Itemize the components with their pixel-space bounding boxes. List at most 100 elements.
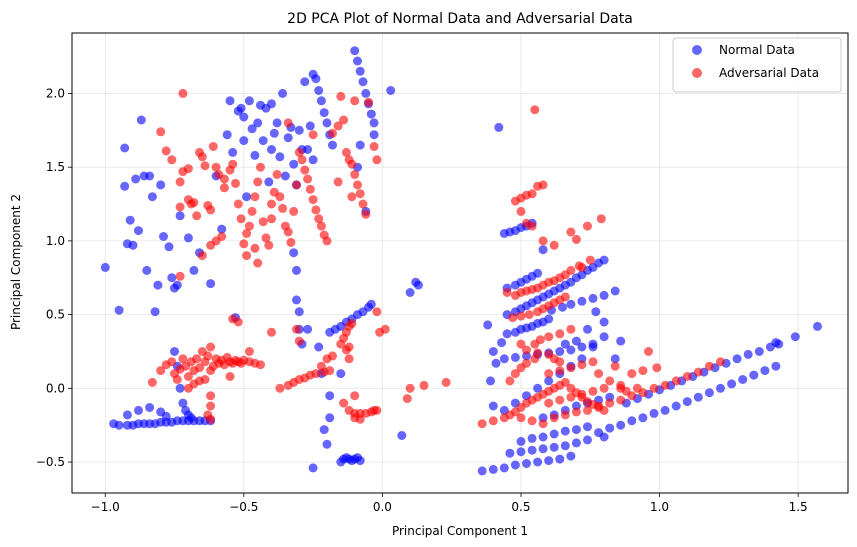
normal-data-point	[813, 321, 822, 331]
adversarial-data-point	[192, 354, 202, 364]
normal-data-point	[289, 248, 299, 258]
adversarial-data-point	[247, 206, 257, 216]
adversarial-data-point	[588, 386, 598, 396]
adversarial-data-point	[292, 324, 301, 334]
adversarial-data-point	[616, 395, 626, 405]
normal-data-point	[267, 99, 276, 109]
adversarial-data-point	[599, 383, 609, 393]
adversarial-data-point	[671, 376, 681, 386]
normal-data-point	[217, 224, 227, 234]
adversarial-data-point	[172, 375, 182, 384]
adversarial-data-point	[303, 174, 313, 184]
adversarial-data-point	[488, 416, 498, 426]
adversarial-data-point	[588, 357, 598, 367]
adversarial-data-point	[555, 366, 565, 376]
adversarial-data-point	[250, 243, 260, 253]
adversarial-data-point	[372, 155, 382, 165]
adversarial-data-point	[211, 162, 221, 172]
adversarial-data-point	[538, 236, 548, 246]
normal-data-point	[743, 349, 753, 359]
normal-data-point	[566, 451, 576, 461]
normal-data-point	[314, 342, 324, 352]
normal-data-point	[638, 413, 648, 423]
legend-label-normal: Normal Data	[719, 43, 795, 57]
adversarial-data-point	[283, 227, 293, 237]
normal-data-point	[671, 401, 681, 411]
normal-data-point	[599, 255, 609, 265]
normal-data-point	[228, 147, 238, 157]
adversarial-data-point	[516, 206, 526, 216]
x-tick-label: 1.5	[789, 500, 808, 514]
normal-data-point	[738, 375, 748, 384]
normal-data-point	[355, 456, 365, 466]
normal-data-point	[605, 423, 615, 433]
normal-data-point	[716, 383, 725, 393]
normal-data-point	[583, 435, 592, 445]
adversarial-data-point	[156, 366, 166, 376]
normal-data-point	[314, 86, 324, 95]
adversarial-data-point	[341, 345, 351, 355]
normal-data-point	[771, 361, 781, 371]
normal-data-point	[727, 379, 737, 389]
adversarial-data-point	[560, 410, 570, 420]
normal-data-point	[754, 347, 764, 356]
adversarial-data-point	[322, 236, 332, 246]
normal-data-point	[278, 88, 288, 98]
normal-data-point	[134, 405, 143, 415]
normal-data-point	[336, 369, 346, 379]
normal-data-point	[272, 118, 282, 128]
x-axis-label: Principal Component 1	[392, 524, 528, 538]
normal-data-point	[533, 383, 543, 393]
x-tick-label: −0.5	[229, 500, 258, 514]
normal-data-point	[533, 457, 543, 467]
normal-data-point	[250, 150, 260, 160]
normal-data-point	[125, 215, 135, 225]
adversarial-data-point	[300, 165, 310, 175]
adversarial-data-point	[339, 398, 349, 408]
normal-data-point	[499, 354, 509, 364]
adversarial-data-point	[183, 383, 193, 393]
legend-marker-normal	[692, 45, 702, 55]
plot-area-frame	[71, 32, 849, 494]
normal-data-point	[533, 268, 543, 278]
adversarial-data-point	[350, 170, 360, 179]
adversarial-data-point	[305, 184, 315, 194]
legend: Normal Data Adversarial Data	[672, 37, 842, 93]
x-tick-label: 1.0	[650, 500, 669, 514]
normal-data-point	[159, 232, 168, 241]
normal-data-point	[488, 347, 498, 356]
x-tick-label: 0.0	[373, 500, 392, 514]
normal-data-point	[583, 422, 592, 432]
normal-data-point	[225, 96, 235, 106]
normal-data-point	[361, 88, 371, 98]
adversarial-data-point	[175, 271, 185, 281]
normal-data-point	[660, 405, 670, 415]
adversarial-data-point	[233, 199, 243, 209]
adversarial-data-point	[530, 105, 540, 115]
normal-data-point	[170, 347, 179, 356]
adversarial-data-point	[350, 96, 360, 106]
adversarial-data-point	[253, 258, 263, 268]
adversarial-data-point	[566, 392, 576, 402]
adversarial-data-point	[549, 240, 559, 250]
normal-data-point	[588, 342, 598, 352]
normal-data-point	[222, 130, 232, 140]
adversarial-data-point	[328, 351, 337, 361]
normal-data-point	[353, 56, 362, 66]
adversarial-data-point	[219, 174, 229, 184]
normal-data-point	[549, 429, 559, 439]
adversarial-data-point	[355, 414, 365, 424]
adversarial-data-point	[372, 307, 382, 317]
normal-data-point	[303, 324, 313, 334]
adversarial-data-point	[372, 405, 382, 415]
adversarial-data-point	[178, 88, 188, 98]
normal-data-point	[566, 299, 576, 309]
adversarial-data-point	[693, 367, 703, 377]
adversarial-data-point	[294, 336, 304, 346]
series-adversarial	[147, 88, 725, 429]
adversarial-data-point	[605, 398, 615, 408]
adversarial-data-point	[555, 395, 565, 405]
adversarial-data-point	[297, 155, 307, 165]
adversarial-data-point	[566, 363, 576, 373]
adversarial-data-point	[571, 407, 581, 417]
